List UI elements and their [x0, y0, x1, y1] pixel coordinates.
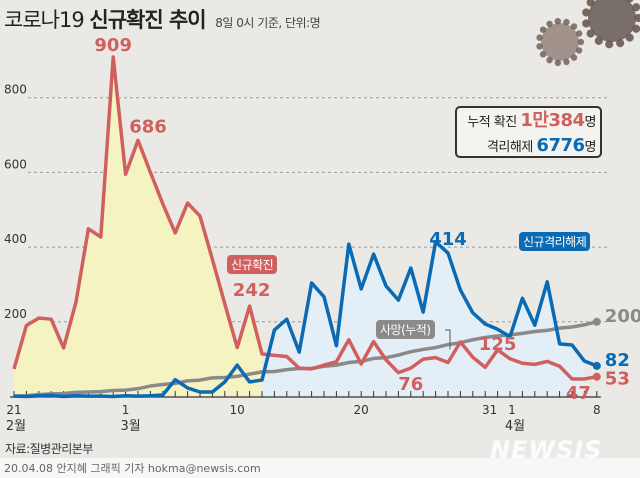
virus-spike [582, 8, 591, 17]
chart-title: 코로나19 신규확진 추이 8일 0시 기준, 단위:명 [4, 4, 321, 34]
data-source: 자료:질병관리본부 [5, 442, 93, 456]
virus-spike [539, 26, 547, 33]
released-end-dot [592, 361, 601, 370]
legend-connector [445, 329, 451, 350]
x-tick-label: 1 [508, 403, 516, 417]
month-label: 4월 [505, 419, 525, 434]
data-label: 82 [605, 350, 630, 371]
new_cases-line [12, 55, 598, 381]
virus-spike [536, 34, 543, 41]
data-label: 125 [479, 334, 517, 355]
title-subtitle: 8일 0시 기준, 단위:명 [215, 16, 321, 30]
virus-spike [575, 30, 583, 37]
virus-spike [570, 54, 578, 61]
virus-spike [546, 56, 553, 64]
new_cases-end-dot [592, 372, 601, 381]
virus-spike [616, 39, 625, 48]
month-label: 2월 [6, 419, 26, 434]
virus-spike [632, 24, 640, 33]
released-line [13, 240, 598, 399]
virus-spike [563, 18, 570, 26]
legend-deaths: 사망(누적) [376, 320, 435, 339]
virus-spike [575, 47, 583, 54]
released-value: 6776 [536, 135, 585, 156]
summary-confirmed: 누적 확진 1만384명 [457, 108, 596, 133]
summary-box: 누적 확진 1만384명 격리해제 6776명 [455, 106, 602, 158]
data-label: 686 [129, 116, 167, 137]
data-label: 47 [566, 383, 591, 404]
title-main: 신규확진 추이 [89, 8, 206, 32]
virus-spike [625, 33, 634, 42]
virus-spike [586, 29, 595, 38]
area-fills [14, 56, 585, 397]
virus-spike [586, 0, 595, 7]
x-tick-label: 8 [593, 403, 601, 417]
data-label: 76 [398, 374, 423, 395]
x-tick-label: 10 [230, 403, 245, 417]
legend-new-cases: 신규확진 [227, 255, 278, 274]
virus-spike [577, 38, 585, 46]
new-cases-area [14, 56, 262, 397]
virus-spike [634, 13, 640, 23]
data-label: 53 [605, 369, 630, 390]
virus-icon [582, 0, 640, 49]
deaths-end-dot [592, 317, 601, 326]
virus-illustration [536, 0, 640, 67]
legend-released: 신규격리해제 [519, 232, 591, 251]
virus-spike [632, 3, 640, 12]
y-tick-label: 400 [4, 232, 27, 246]
footer-band [0, 458, 640, 478]
virus-body [541, 23, 579, 61]
y-tick-label: 800 [4, 83, 27, 97]
virus-spike [539, 51, 547, 58]
data-label: 242 [233, 280, 271, 301]
data-label: 200 [605, 306, 640, 327]
virus-spike [594, 36, 603, 45]
released-unit: 명 [584, 140, 597, 155]
virus-spike [563, 58, 570, 66]
x-tick-label: 21 [6, 403, 21, 417]
title-prefix: 코로나19 [4, 8, 85, 32]
released-area [262, 241, 585, 397]
credit-line: 20.04.08 안지혜 그래픽 기자 hokma@newsis.com [4, 462, 261, 475]
virus-spike [582, 19, 591, 28]
virus-body [588, 0, 636, 42]
month-label: 3월 [120, 419, 140, 434]
x-tick-label: 1 [122, 403, 130, 417]
confirmed-unit: 명 [584, 115, 597, 130]
confirmed-label: 누적 확진 [467, 115, 517, 130]
data-label: 414 [429, 229, 467, 250]
virus-spike [536, 43, 543, 50]
released-label: 격리해제 [486, 140, 533, 155]
data-labels: 909 686 242 76 125 47 53 414 82 200 [94, 35, 640, 404]
virus-spike [605, 40, 614, 49]
x-tick-label: 20 [354, 403, 369, 417]
virus-spike [546, 20, 553, 28]
summary-released: 격리해제 6776명 [457, 133, 597, 158]
virus-spike [625, 0, 634, 3]
virus-spike [554, 17, 562, 25]
virus-icon [536, 17, 585, 67]
y-tick-label: 200 [4, 307, 27, 321]
virus-spike [570, 23, 578, 30]
confirmed-value: 1만384 [520, 110, 585, 131]
x-tick-label: 31 [482, 403, 497, 417]
virus-spike [554, 59, 562, 67]
series-lines [12, 55, 601, 399]
y-tick-label: 600 [4, 157, 27, 171]
data-label: 909 [94, 35, 132, 56]
